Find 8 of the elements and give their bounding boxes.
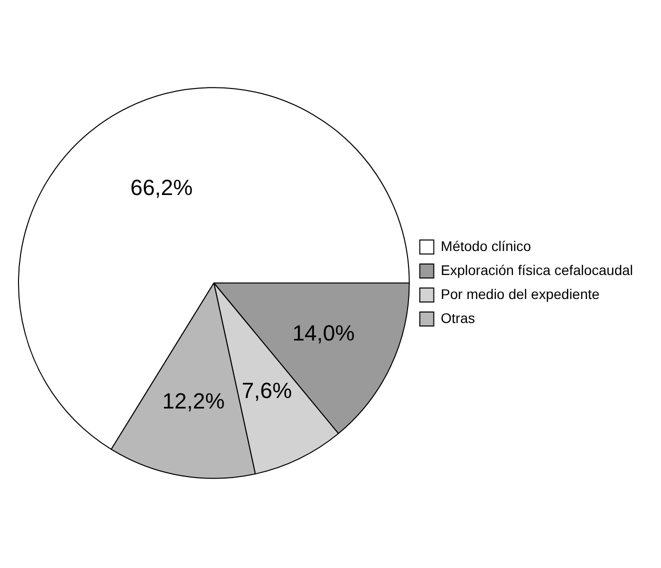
legend-label: Método clínico bbox=[440, 238, 532, 254]
legend-label: Exploración física cefalocaudal bbox=[440, 262, 634, 278]
data-label: 7,6% bbox=[242, 378, 292, 404]
legend-label: Por medio del expediente bbox=[440, 286, 600, 302]
data-label: 12,2% bbox=[162, 388, 225, 414]
data-label: 14,0% bbox=[292, 320, 355, 346]
legend-label: Otras bbox=[440, 310, 476, 326]
data-label: 66,2% bbox=[130, 175, 193, 200]
